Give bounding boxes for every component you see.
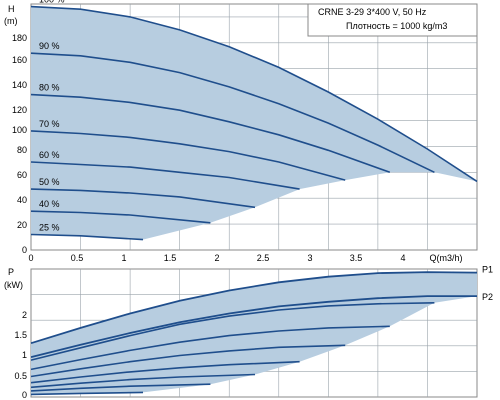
curve-series xyxy=(30,5,478,183)
curve-series xyxy=(30,344,346,378)
x-tick: 2 xyxy=(214,253,219,263)
head-y-ticks: 0 20 40 60 80 100 120 140 160 180 xyxy=(12,33,27,255)
curve-series xyxy=(30,93,391,174)
head-y-tick: 160 xyxy=(12,55,27,65)
curve-series xyxy=(30,52,435,174)
curve-label: 100 % xyxy=(39,0,65,5)
x-tick: 1.5 xyxy=(164,253,177,263)
curve-series xyxy=(30,130,346,181)
x-tick: 4 xyxy=(400,253,405,263)
x-tick: 0.5 xyxy=(71,253,84,263)
curve-series xyxy=(30,373,256,389)
curve-label: 70 % xyxy=(39,119,60,129)
power-curves xyxy=(30,271,478,396)
head-curve-labels: 100 % 90 % 80 % 70 % 60 % 50 % 40 % 25 % xyxy=(39,0,65,232)
curve-series xyxy=(30,271,478,345)
power-y-axis-title: P xyxy=(8,267,14,277)
curve-series xyxy=(30,233,144,241)
head-y-tick: 60 xyxy=(17,170,27,180)
head-y-tick: 120 xyxy=(12,105,27,115)
info-model: CRNE 3-29 3*400 V, 50 Hz xyxy=(318,7,427,17)
curve-series xyxy=(30,295,477,358)
info-density: Плотность = 1000 kg/m3 xyxy=(346,21,447,31)
power-y-tick: 0 xyxy=(22,390,27,400)
curve-series xyxy=(30,188,256,209)
curve-label: 50 % xyxy=(39,177,60,187)
curve-series xyxy=(30,383,211,392)
head-y-axis-title: H xyxy=(8,4,15,14)
power-curve-labels: P1 P2 xyxy=(482,265,493,303)
curve-series xyxy=(30,302,435,361)
curve-label: P2 xyxy=(482,292,493,302)
power-y-axis-unit: (kW) xyxy=(4,280,23,290)
power-y-tick: 1 xyxy=(22,350,27,360)
head-x-ticks: 0 0.5 1 1.5 2 2.5 3 3.5 4 Q(m3/h) xyxy=(28,253,462,263)
curve-label: 25 % xyxy=(39,222,60,232)
power-y-tick: 1.5 xyxy=(14,330,27,340)
curve-series xyxy=(30,161,300,190)
x-tick: 1 xyxy=(121,253,126,263)
head-y-tick: 180 xyxy=(12,33,27,43)
head-y-axis-unit: (m) xyxy=(4,16,18,26)
x-tick: 3 xyxy=(307,253,312,263)
curve-label: 40 % xyxy=(39,199,60,209)
curve-series xyxy=(30,360,300,384)
curve-label: P1 xyxy=(482,265,493,275)
head-y-tick: 40 xyxy=(17,195,27,205)
curve-series xyxy=(30,325,390,371)
head-curves xyxy=(30,5,478,241)
x-tick: 2.5 xyxy=(257,253,270,263)
curve-series xyxy=(30,210,211,224)
head-y-tick: 0 xyxy=(22,245,27,255)
x-tick: 3.5 xyxy=(350,253,363,263)
info-box xyxy=(307,3,478,37)
power-y-tick: 0.5 xyxy=(14,371,27,381)
x-axis-title: Q(m3/h) xyxy=(429,253,462,263)
power-y-ticks: 0 0.5 1 1.5 2 xyxy=(14,310,27,400)
head-panel: 100 %90 %80 %70 %60 %50 %40 %25 % H (m) … xyxy=(4,0,478,263)
x-tick: 0 xyxy=(28,253,33,263)
head-y-tick: 80 xyxy=(17,145,27,155)
curve-label: 90 % xyxy=(39,41,60,51)
head-y-tick: 100 xyxy=(12,125,27,135)
power-y-tick: 2 xyxy=(22,310,27,320)
power-panel: P1 P2 P (kW) 0 0.5 1 1.5 2 xyxy=(4,265,493,400)
curve-label: 80 % xyxy=(39,83,60,93)
curve-series xyxy=(30,391,144,396)
head-y-tick: 140 xyxy=(12,80,27,90)
head-y-tick: 20 xyxy=(17,220,27,230)
curve-label: 60 % xyxy=(39,150,60,160)
